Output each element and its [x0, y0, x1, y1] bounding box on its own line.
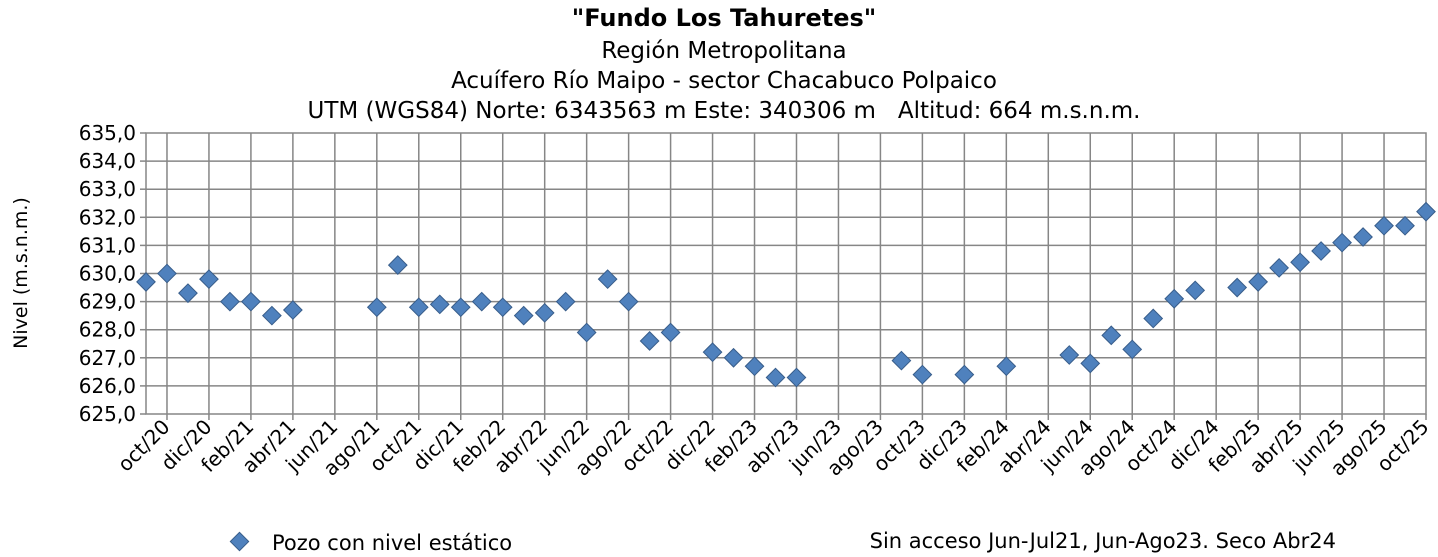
- data-point-marker: [178, 283, 198, 304]
- data-point-marker: [723, 347, 744, 368]
- data-point-marker: [702, 342, 723, 363]
- y-tick-label: 628,0: [79, 318, 136, 342]
- data-point-marker: [199, 269, 219, 290]
- data-point-marker: [1080, 353, 1101, 374]
- data-point-marker: [429, 294, 450, 315]
- data-markers: [136, 201, 1436, 388]
- data-point-marker: [366, 297, 387, 318]
- y-tick-label: 630,0: [79, 262, 136, 286]
- data-point-marker: [765, 367, 786, 388]
- data-point-marker: [513, 305, 534, 326]
- data-point-marker: [387, 255, 408, 275]
- data-point-marker: [408, 297, 429, 318]
- data-point-marker: [282, 300, 303, 320]
- data-point-marker: [534, 302, 555, 323]
- data-point-marker: [1059, 345, 1080, 365]
- data-point-marker: [786, 367, 807, 388]
- y-axis-label: Nivel (m.s.n.m.): [10, 197, 32, 349]
- chart-title: "Fundo Los Tahuretes": [572, 4, 877, 32]
- data-point-marker: [1248, 272, 1269, 292]
- data-point-marker: [1101, 325, 1122, 346]
- data-point-marker: [1353, 227, 1373, 247]
- y-tick-label: 633,0: [79, 177, 136, 201]
- data-point-marker: [555, 291, 576, 312]
- y-tick-label: 629,0: [79, 290, 136, 314]
- data-point-marker: [597, 269, 618, 290]
- data-point-marker: [471, 291, 492, 312]
- data-point-marker: [912, 364, 933, 385]
- data-point-marker: [891, 350, 912, 371]
- data-point-marker: [136, 272, 156, 292]
- y-tick-label: 634,0: [79, 149, 136, 173]
- data-point-marker: [1332, 232, 1352, 253]
- legend-label: Pozo con nivel estático: [272, 531, 512, 555]
- y-tick-label: 635,0: [79, 121, 136, 145]
- plot-grid: [146, 133, 1426, 414]
- chart-subtitle-coordinates: UTM (WGS84) Norte: 6343563 m Este: 34030…: [308, 98, 1141, 124]
- data-point-marker: [1374, 215, 1394, 236]
- data-point-marker: [241, 291, 261, 312]
- data-point-marker: [660, 322, 681, 343]
- chart-subtitle-aquifer: Acuífero Río Maipo - sector Chacabuco Po…: [451, 68, 997, 94]
- y-tick-label: 632,0: [79, 205, 136, 229]
- data-point-marker: [1122, 339, 1143, 360]
- legend-marker-icon: [229, 531, 250, 552]
- data-point-marker: [618, 291, 639, 312]
- data-point-marker: [1227, 277, 1248, 298]
- x-axis-ticks: oct/20dic/20feb/21abr/21jun/21ago/21oct/…: [113, 414, 1434, 481]
- data-point-marker: [1185, 280, 1206, 301]
- y-tick-label: 626,0: [79, 374, 136, 398]
- data-point-marker: [996, 356, 1017, 377]
- data-point-marker: [157, 263, 177, 284]
- data-point-marker: [1164, 288, 1185, 309]
- data-point-marker: [1395, 215, 1415, 236]
- data-point-marker: [450, 297, 471, 318]
- chart-subtitle-region: Región Metropolitana: [601, 38, 846, 64]
- y-axis-ticks: 625,0 626,0 627,0 628,0 629,0 630,0 631,0 632,0…: [79, 121, 146, 426]
- data-point-marker: [1269, 257, 1290, 278]
- y-tick-label: 627,0: [79, 346, 136, 370]
- data-point-marker: [744, 356, 765, 377]
- data-point-marker: [954, 364, 975, 385]
- y-tick-label: 625,0: [79, 402, 136, 426]
- data-point-marker: [1143, 308, 1164, 329]
- data-point-marker: [492, 297, 513, 318]
- data-point-marker: [1311, 241, 1331, 261]
- data-point-marker: [262, 305, 282, 326]
- data-point-marker: [1290, 252, 1310, 273]
- data-point-marker: [1416, 201, 1436, 222]
- chart-note: Sin acceso Jun-Jul21, Jun-Ago23. Seco Ab…: [870, 529, 1336, 553]
- data-point-marker: [576, 322, 597, 343]
- data-point-marker: [639, 331, 660, 351]
- data-point-marker: [220, 291, 240, 312]
- y-tick-label: 631,0: [79, 233, 136, 257]
